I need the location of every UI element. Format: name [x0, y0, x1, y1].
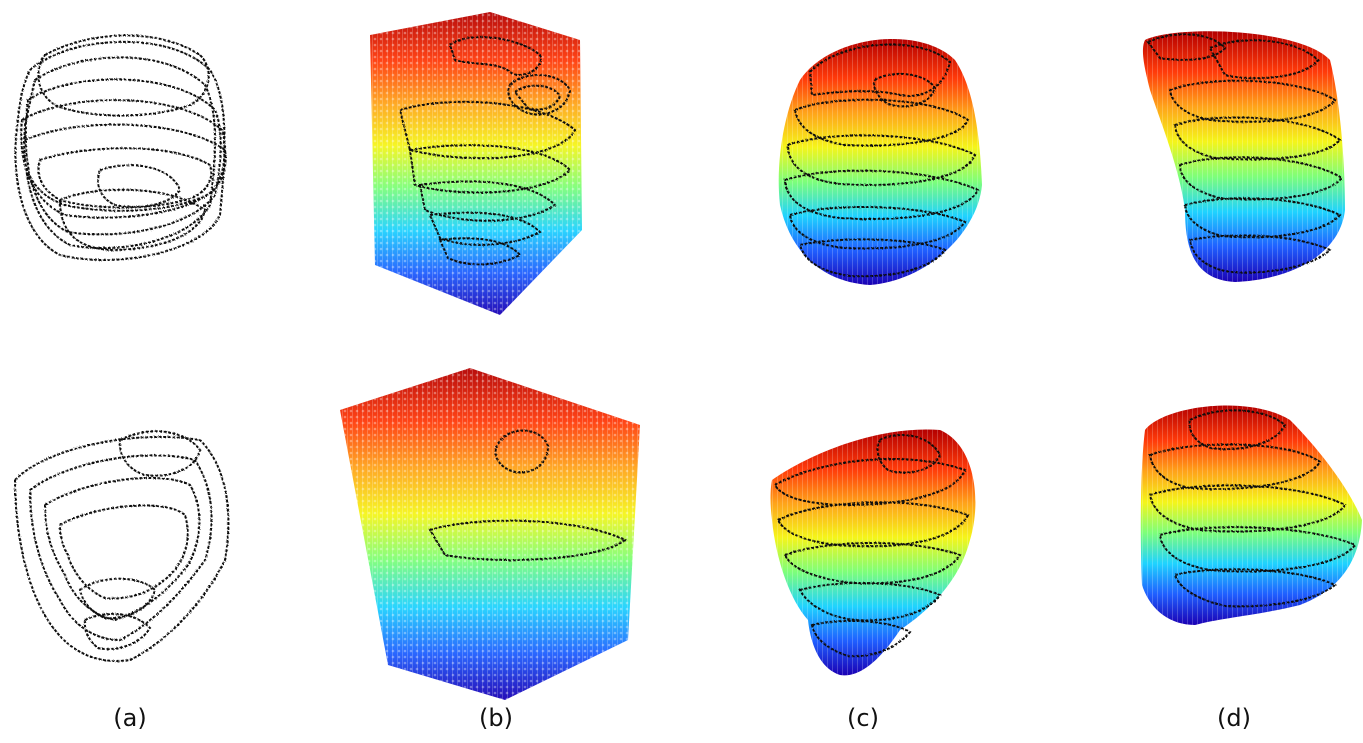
panel-a-bottom	[13, 430, 230, 662]
panel-c-bottom	[770, 429, 976, 676]
panel-b-top	[370, 12, 582, 315]
panel-label-a: (a)	[113, 704, 147, 732]
panel-d-top	[1142, 31, 1345, 283]
panel-label-b: (b)	[479, 704, 513, 732]
panel-c-top	[778, 38, 982, 285]
panel-label-c: (c)	[847, 704, 879, 732]
panel-a-top	[14, 34, 227, 262]
panel-d-bottom	[1140, 405, 1362, 625]
panel-b-bottom	[340, 368, 640, 700]
panel-label-d: (d)	[1217, 704, 1251, 732]
